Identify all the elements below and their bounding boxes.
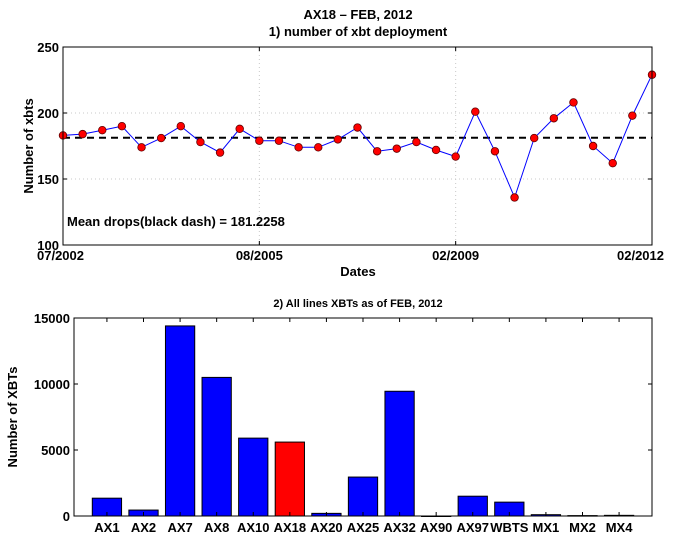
data-point [294, 143, 303, 152]
data-point [353, 123, 362, 132]
y-tick-labels: 100 150 200 250 [37, 40, 59, 253]
x-tick-label: MX1 [533, 520, 560, 535]
y-tick-labels: 0 5000 10000 15000 [34, 311, 70, 524]
x-tick-label: AX90 [420, 520, 453, 535]
x-tick-label: AX97 [456, 520, 489, 535]
y-tick-label: 10000 [34, 377, 70, 392]
figure-title: AX18 – FEB, 2012 [303, 7, 412, 22]
data-point [235, 124, 244, 134]
x-tick-label: AX2 [131, 520, 156, 535]
annotation: Mean drops(black dash) = 181.2258 [67, 214, 285, 229]
x-tick-labels: AX1 AX2 AX7 AX8 AX10 AX18 AX20 AX25 AX32 AX90 AX97… [94, 520, 633, 535]
data-point [412, 137, 421, 147]
bar [347, 476, 379, 517]
data-point [196, 137, 205, 147]
x-tick-label: AX32 [383, 520, 416, 535]
x-tick-label: AX7 [167, 520, 192, 535]
data-point [451, 152, 460, 161]
data-point [490, 147, 500, 156]
x-tick-label: AX1 [94, 520, 119, 535]
line-chart: AX18 – FEB, 2012 1) number of xbt deploy… [21, 7, 664, 279]
data-point [215, 148, 225, 157]
data-point [510, 193, 519, 202]
x-tick-label: AX18 [274, 520, 307, 535]
bar [274, 441, 305, 517]
data-point [530, 133, 539, 143]
ticks [62, 46, 653, 246]
series [58, 70, 657, 202]
plot-area [63, 47, 652, 245]
data-point [255, 136, 264, 145]
x-tick-label: WBTS [490, 520, 529, 535]
bar [164, 325, 196, 517]
data-point [628, 111, 637, 120]
data-point [471, 107, 480, 116]
data-point [98, 125, 107, 135]
data-point [392, 144, 401, 153]
plot-frame [62, 46, 653, 246]
data-point [137, 143, 146, 152]
data-point [588, 141, 598, 151]
data-point [314, 143, 323, 152]
x-tick-label: AX25 [347, 520, 380, 535]
y-tick-label: 250 [37, 40, 59, 55]
y-axis-label: Number of xbts [21, 98, 36, 193]
bar [201, 376, 232, 517]
y-tick-label: 150 [37, 172, 59, 187]
y-tick-label: 100 [37, 238, 59, 253]
data-point [156, 133, 166, 143]
data-point [78, 129, 87, 139]
data-point [176, 121, 185, 131]
x-tick-label: MX2 [569, 520, 596, 535]
data-point [372, 147, 382, 156]
ticks [74, 317, 652, 517]
x-tick-label: AX20 [310, 520, 343, 535]
y-tick-label: 0 [63, 509, 70, 524]
x-tick-label: 07/2002 [37, 248, 84, 263]
chart-title: 2) All lines XBTs as of FEB, 2012 [273, 298, 442, 310]
x-tick-label: 02/2009 [432, 248, 479, 263]
x-tick-label: MX4 [606, 520, 634, 535]
data-point [117, 121, 127, 131]
y-tick-label: 5000 [41, 443, 70, 458]
x-tick-labels: 07/2002 08/2005 02/2009 02/2012 [37, 248, 664, 263]
x-tick-label: AX8 [204, 520, 229, 535]
data-point [431, 145, 441, 155]
y-tick-label: 15000 [34, 311, 70, 326]
x-tick-label: 02/2012 [617, 248, 664, 263]
y-tick-label: 200 [37, 106, 59, 121]
data-point [569, 98, 578, 107]
chart-title: 1) number of xbt deployment [269, 24, 448, 39]
data-point [608, 158, 617, 168]
data-point [274, 136, 284, 145]
bar [238, 437, 269, 517]
x-tick-label: 08/2005 [236, 248, 283, 263]
bar [384, 390, 415, 517]
grid [63, 47, 652, 245]
bars [91, 325, 635, 517]
data-point [549, 114, 559, 123]
bar-chart: 2) All lines XBTs as of FEB, 2012 0 5000 1… [5, 298, 653, 535]
x-axis-label: Dates [340, 264, 375, 279]
data-point [333, 135, 343, 144]
y-axis-label: Number of XBTs [5, 367, 20, 468]
x-tick-label: AX10 [237, 520, 270, 535]
